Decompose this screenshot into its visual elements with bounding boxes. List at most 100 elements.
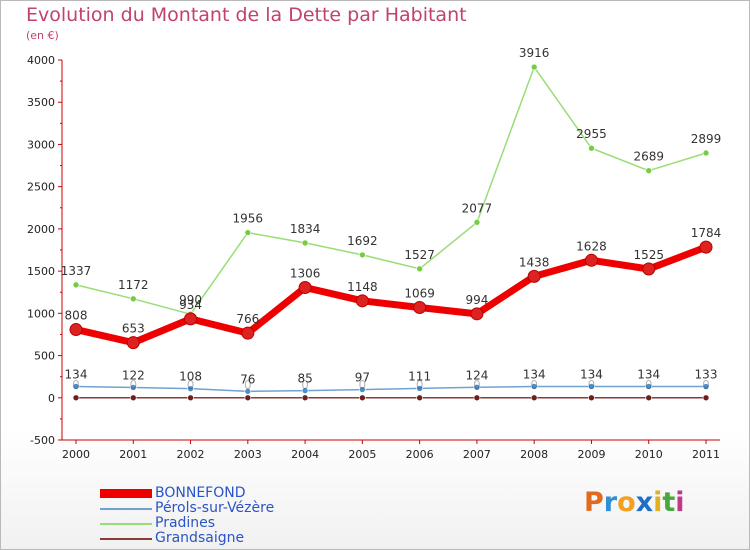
- data-point-bonnefond: [699, 240, 713, 254]
- data-point-grandsaigne: [359, 394, 366, 402]
- logo-letter: P: [584, 487, 604, 518]
- y-tick-label: 1500: [27, 265, 55, 278]
- data-label-bonnefond: 1628: [576, 239, 607, 253]
- data-point-perols: [129, 384, 137, 391]
- data-point-pradines: [588, 144, 595, 152]
- data-point-bonnefond: [298, 280, 312, 294]
- data-point-bonnefond: [413, 301, 427, 315]
- series-line-bonnefond: [72, 243, 710, 347]
- logo-letter: r: [603, 487, 618, 518]
- legend-item-perols: Pérols-sur-Vézère: [100, 500, 320, 516]
- y-tick-label: 1000: [27, 307, 55, 320]
- data-label-perols: 134: [65, 367, 88, 381]
- data-point-pradines: [359, 251, 366, 259]
- legend-label-pradines: Pradines: [155, 515, 216, 531]
- data-label-pradines: 1956: [233, 212, 264, 226]
- data-label-pradines: 1527: [404, 248, 435, 262]
- data-label-pradines: 2077: [462, 201, 493, 215]
- data-point-pradines: [129, 295, 137, 303]
- data-point-pradines: [702, 149, 710, 157]
- data-label-bonnefond: 1306: [290, 266, 321, 280]
- data-label-bonnefond: 1069: [404, 287, 435, 301]
- data-point-perols: [72, 383, 80, 390]
- logo-letter: x: [635, 487, 654, 518]
- data-label-bonnefond: 1148: [347, 280, 378, 294]
- x-tick-label: 2008: [520, 448, 548, 461]
- data-point-pradines: [301, 239, 309, 247]
- legend-swatch-perols: [100, 508, 152, 510]
- data-label-grandsaigne: 0: [244, 378, 252, 392]
- data-label-pradines: 2689: [633, 150, 664, 164]
- y-tick-label: 2000: [27, 223, 55, 236]
- data-label-grandsaigne: 0: [359, 378, 367, 392]
- x-tick-label: 2001: [119, 448, 147, 461]
- y-tick-label: 0: [48, 392, 55, 405]
- data-point-grandsaigne: [244, 394, 252, 402]
- logo-letter: o: [617, 487, 636, 518]
- y-tick-label: 4000: [27, 54, 55, 67]
- legend-item-grandsaigne: Grandsaigne: [100, 530, 320, 546]
- x-tick-label: 2006: [406, 448, 434, 461]
- data-label-pradines: 990: [179, 293, 202, 307]
- y-tick-label: 2500: [27, 181, 55, 194]
- data-label-perols: 134: [637, 367, 660, 381]
- data-label-pradines: 1692: [347, 234, 378, 248]
- x-tick-label: 2003: [234, 448, 262, 461]
- y-tick-label: -500: [30, 434, 55, 447]
- data-point-grandsaigne: [645, 394, 653, 402]
- data-label-grandsaigne: 0: [645, 378, 653, 392]
- data-point-pradines: [416, 265, 423, 273]
- series-line-pradines: [75, 66, 707, 315]
- data-label-pradines: 1337: [61, 264, 92, 278]
- data-label-perols: 97: [355, 371, 370, 385]
- data-point-bonnefond: [355, 294, 369, 308]
- data-point-perols: [244, 388, 252, 395]
- data-point-perols: [473, 384, 481, 391]
- data-point-grandsaigne: [588, 394, 595, 402]
- data-point-perols: [645, 383, 653, 390]
- y-tick-label: 3500: [27, 96, 55, 109]
- data-point-perols: [359, 386, 366, 393]
- data-point-grandsaigne: [530, 394, 538, 402]
- data-label-perols: 134: [580, 367, 603, 381]
- data-point-perols: [702, 383, 710, 390]
- data-label-pradines: 2899: [691, 132, 722, 146]
- data-label-bonnefond: 653: [122, 322, 145, 336]
- y-tick-label: 3000: [27, 138, 55, 151]
- data-label-pradines: 1834: [290, 222, 321, 236]
- logo-letter: i: [653, 487, 663, 518]
- x-tick-label: 2002: [177, 448, 205, 461]
- data-label-pradines: 2955: [576, 127, 607, 141]
- data-point-perols: [187, 385, 194, 392]
- data-point-grandsaigne: [187, 394, 194, 402]
- data-label-grandsaigne: 0: [416, 378, 424, 392]
- proxiti-logo: Proxiti: [584, 487, 685, 518]
- data-point-perols: [301, 387, 309, 394]
- data-label-bonnefond: 994: [465, 293, 488, 307]
- data-point-bonnefond: [527, 269, 541, 283]
- data-label-perols: 133: [695, 368, 718, 382]
- data-label-pradines: 3916: [519, 46, 550, 60]
- data-point-pradines: [244, 229, 252, 236]
- data-point-pradines: [72, 281, 80, 289]
- x-tick-label: 2009: [577, 448, 605, 461]
- data-label-perols: 122: [122, 368, 145, 382]
- data-label-bonnefond: 808: [65, 309, 88, 323]
- data-point-perols: [588, 383, 595, 390]
- logo-letter: i: [675, 487, 685, 518]
- legend-swatch-pradines: [100, 523, 152, 525]
- data-label-bonnefond: 766: [236, 312, 259, 326]
- legend-label-perols: Pérols-sur-Vézère: [155, 500, 275, 516]
- data-label-grandsaigne: 0: [702, 378, 710, 392]
- data-point-grandsaigne: [301, 394, 309, 402]
- chart-title: Evolution du Montant de la Dette par Hab…: [26, 4, 467, 26]
- data-label-perols: 134: [523, 367, 546, 381]
- data-label-grandsaigne: 0: [129, 378, 137, 392]
- data-point-grandsaigne: [72, 394, 80, 402]
- data-label-bonnefond: 1784: [691, 226, 722, 240]
- data-point-grandsaigne: [702, 394, 710, 402]
- chart-legend: BONNEFOND Pérols-sur-Vézère Pradines Gra…: [100, 485, 320, 546]
- data-point-pradines: [473, 219, 481, 226]
